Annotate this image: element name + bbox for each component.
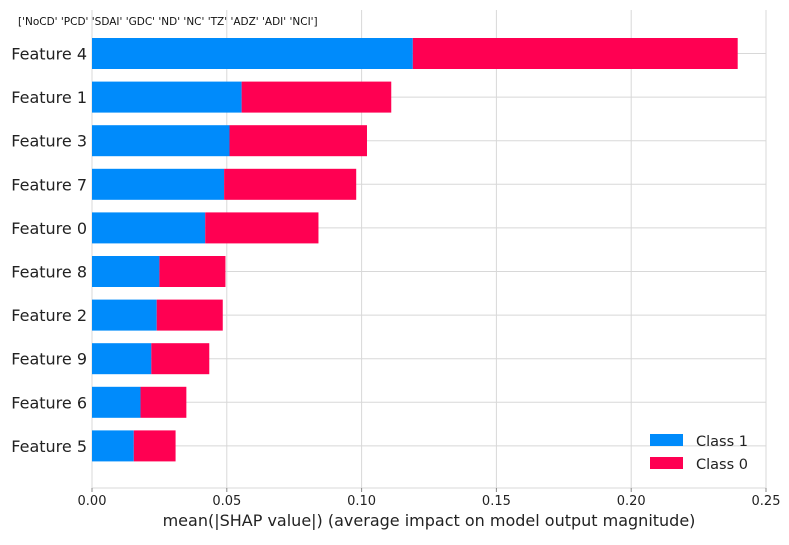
bar-class-1 [92, 430, 134, 462]
y-tick-label: Feature 1 [11, 88, 87, 107]
bar-class-0 [133, 430, 176, 462]
bar-class-0 [224, 168, 357, 200]
legend-swatch [650, 434, 683, 446]
x-tick-label: 0.10 [347, 494, 376, 509]
bar-class-0 [229, 125, 367, 157]
bar-class-0 [151, 343, 210, 375]
x-tick-label: 0.00 [78, 494, 107, 509]
legend-swatch [650, 457, 683, 469]
x-tick-label: 0.05 [212, 494, 241, 509]
bar-class-0 [140, 386, 187, 418]
bar-class-0 [159, 256, 226, 287]
y-axis-labels: Feature 4 Feature 1 Feature 3 Feature 7 Feat… [11, 45, 87, 456]
legend-label: Class 0 [696, 457, 748, 473]
x-tick-label: 0.15 [482, 494, 511, 509]
y-tick-label: Feature 8 [11, 263, 87, 282]
y-tick-label: Feature 5 [11, 437, 87, 456]
y-tick-label: Feature 7 [11, 175, 87, 194]
bar-class-1 [92, 256, 160, 287]
x-axis-label: mean(|SHAP value|) (average impact on mo… [163, 511, 696, 530]
bar-class-1 [92, 212, 206, 244]
y-tick-label: Feature 9 [11, 350, 87, 369]
x-axis: 0.00 0.05 0.10 0.15 0.20 0.25 [78, 487, 781, 509]
bar-class-1 [92, 299, 157, 331]
bar-class-0 [412, 38, 738, 69]
y-tick-label: Feature 3 [11, 132, 87, 151]
bar-class-0 [205, 212, 319, 244]
legend-label: Class 1 [696, 434, 748, 450]
y-tick-label: Feature 2 [11, 306, 87, 325]
bar-class-1 [92, 343, 152, 375]
y-tick-label: Feature 0 [11, 219, 87, 238]
chart-title: ['NoCD' 'PCD' 'SDAI' 'GDC' 'ND' 'NC' 'TZ… [18, 16, 318, 28]
bar-class-1 [92, 125, 230, 157]
legend: Class 1 Class 0 [650, 434, 748, 473]
x-tick-label: 0.20 [617, 494, 646, 509]
y-tick-label: Feature 4 [11, 45, 87, 64]
x-tick-label: 0.25 [752, 494, 781, 509]
bar-class-0 [241, 81, 392, 113]
bar-class-1 [92, 386, 141, 418]
bar-class-1 [92, 38, 413, 69]
bar-class-0 [156, 299, 223, 331]
bar-class-1 [92, 81, 242, 113]
bar-class-1 [92, 168, 225, 200]
y-tick-label: Feature 6 [11, 393, 87, 412]
bars-layer [92, 38, 738, 462]
